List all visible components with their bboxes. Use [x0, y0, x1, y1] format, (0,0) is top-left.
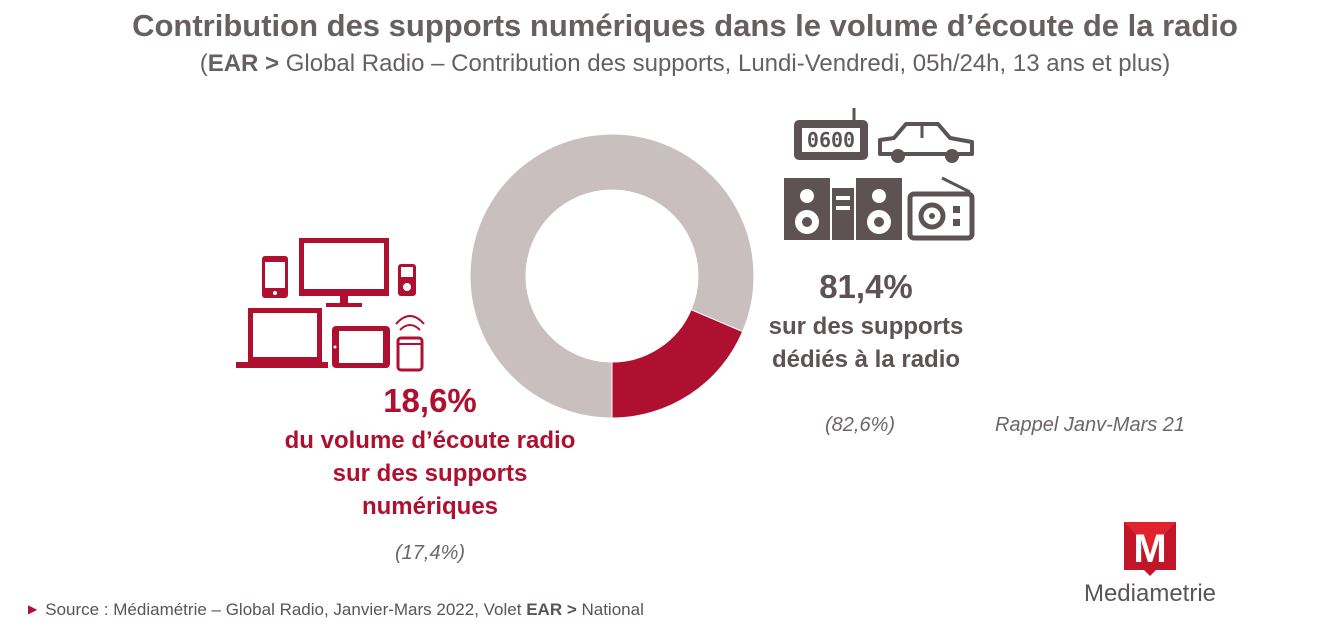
smartphone-icon — [262, 256, 288, 298]
dedicated-recall-value: (82,6%) — [824, 414, 896, 436]
subtitle-rest: Global Radio – Contribution des supports… — [279, 50, 1171, 77]
digital-description: du volume d’écoute radio sur des support… — [230, 424, 630, 523]
logo-letter: M — [1133, 527, 1166, 571]
digital-recall-value: (17,4%) — [394, 542, 466, 564]
smart-speaker-icon — [395, 315, 425, 372]
dedicated-desc-line: sur des supports — [768, 313, 964, 340]
car-icon — [878, 122, 974, 163]
monitor-icon — [299, 238, 389, 307]
source-prefix: Source : Médiamétrie – Global Radio, Jan… — [45, 600, 527, 619]
subtitle-open: ( — [199, 50, 208, 77]
dedicated-percentage: 81,4% — [819, 268, 913, 305]
radio-devices-icons: 0600 — [784, 108, 975, 241]
transistor-radio-icon — [907, 176, 975, 241]
digital-desc-line: numériques — [361, 493, 499, 520]
digital-percentage: 18,6% — [383, 382, 477, 419]
source-arrow-icon: ▶ — [28, 602, 38, 616]
mediametrie-logo-text: Mediametrie — [1083, 580, 1217, 607]
donut-slice — [469, 133, 755, 419]
recall-label: Rappel Janv-Mars 21 — [994, 414, 1186, 436]
digital-devices-icons — [236, 238, 425, 372]
tablet-icon — [332, 326, 390, 368]
hifi-speakers-icon — [784, 178, 902, 240]
mediametrie-logo-icon: M — [1124, 522, 1176, 576]
laptop-icon — [236, 308, 328, 368]
source-note: ▶ Source : Médiamétrie – Global Radio, Ja… — [28, 600, 644, 620]
digital-desc-line: du volume d’écoute radio — [284, 427, 576, 454]
page-subtitle: (EAR > Global Radio – Contribution des s… — [0, 50, 1330, 78]
source-bold: EAR > — [526, 600, 577, 619]
mp3-player-icon — [398, 264, 416, 296]
clock-radio-icon: 0600 — [794, 108, 868, 160]
digital-desc-line: sur des supports — [332, 460, 528, 487]
source-suffix: National — [576, 600, 644, 619]
clock-display: 0600 — [807, 128, 855, 152]
page-title: Contribution des supports numériques dan… — [132, 8, 1238, 43]
subtitle-bold: EAR > — [207, 50, 280, 77]
dedicated-description: sur des supports dédiés à la radio — [716, 310, 1016, 376]
dedicated-desc-line: dédiés à la radio — [771, 346, 961, 373]
